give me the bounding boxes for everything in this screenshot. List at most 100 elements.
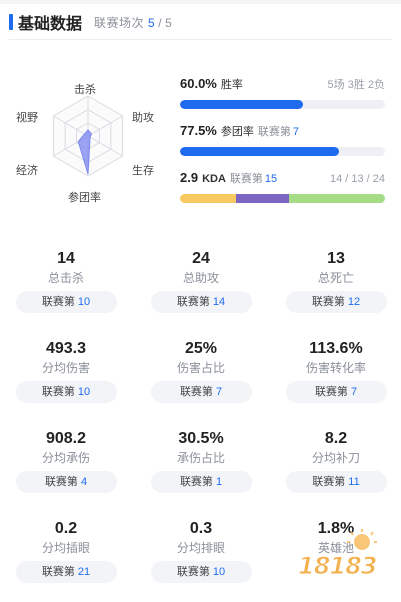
league-rank-badge: 联赛第 1 [150,471,252,493]
stat-name: 总击杀 [47,271,84,285]
kda-kills-segment [180,194,237,203]
kda-deaths-segment [236,194,289,203]
league-rank-badge: 联赛第 10 [15,381,117,403]
stat-card-wards-placed: 0.2 分均插眼联赛第 21 [14,519,118,583]
stat-card-dmg-share: 25% 伤害占比联赛第 7 [149,339,253,403]
radar-label-economy: 经济 [16,165,38,177]
stat-name: 分均排眼 [176,541,225,555]
participation-rank: 联赛第 7 [258,123,299,139]
radar-spoke [87,135,123,157]
kda-rank-number: 15 [264,173,278,185]
league-rank-badge: 联赛第 21 [15,561,117,583]
league-rank-label: 联赛第 [179,476,213,488]
league-rank-number: 10 [77,386,91,398]
stat-card-taken-per-min: 908.2 分均承伤联赛第 4 [14,429,118,493]
participation-bar-fill [180,147,339,156]
stat-value: 8.2 [324,430,348,447]
league-rank-badge: 联赛第 11 [285,471,387,493]
stat-value: 908.2 [45,430,87,447]
stat-card-hero-pool: 1.8%英雄池联赛第— [284,519,388,583]
stat-value: 493.3 [45,340,87,357]
league-rank-number: 7 [215,386,223,398]
stat-card-deaths: 13 总死亡联赛第 12 [284,249,388,313]
radar-label-participation: 参团率 [68,192,101,204]
stat-name: 英雄池 [317,541,354,555]
match-count: 联赛场次 5/5 [94,14,172,31]
league-rank-label: 联赛第 [44,476,78,488]
kda-stat: 2.9 KDA 联赛第 15 14 / 13 / 24 [180,170,385,203]
league-rank-number: 1 [215,476,223,488]
stat-name: 承伤占比 [176,451,225,465]
stat-card-dmg-conversion: 113.6% 伤害转化率 联赛第 7 [284,339,388,403]
participation-label: 参团率 [220,126,254,138]
league-rank-badge: 联赛第 14 [150,291,252,313]
league-rank-label: 联赛第 [179,386,213,398]
radar-spoke [53,115,89,137]
radar-label-vision: 视野 [16,112,38,124]
kda-label: KDA [202,173,226,185]
league-rank-label: 联赛第 [41,296,75,308]
league-rank-badge: 联赛第 7 [285,381,387,403]
stat-value: 0.2 [54,520,78,537]
participation-bar [180,147,385,156]
league-rank-number: 7 [350,386,358,398]
kda-breakdown: 14 / 13 / 24 [329,173,385,185]
league-rank-badge: 联赛第 7 [150,381,252,403]
stat-value: 25% [184,340,218,357]
match-count-total: 5 [165,15,173,30]
league-rank-badge: 联赛第 4 [15,471,117,493]
league-rank-number: 12 [347,296,361,308]
participation-value: 77.5% [180,123,217,138]
radar-data-area [77,129,93,175]
stat-value: 1.8% [317,520,355,537]
league-rank-label: 联赛第 [176,296,210,308]
stat-card-kills: 14 总击杀联赛第 10 [14,249,118,313]
participation-stat: 77.5% 参团率 联赛第 7 [180,123,385,156]
top-strip [0,0,401,4]
league-rank-badge: 联赛第 12 [285,291,387,313]
stat-name: 伤害占比 [176,361,225,375]
winrate-label: 胜率 [220,79,243,91]
winrate-record: 5场 3胜 2负 [327,79,385,91]
participation-rank-number: 7 [292,126,299,138]
stat-name: 分均伤害 [41,361,90,375]
site-watermark: 18183 [296,528,388,588]
league-rank-label: 联赛第 [311,296,345,308]
league-rank-number: 10 [77,296,91,308]
radar-label-assists: 助攻 [132,112,154,124]
section-header: 基础数据 联赛场次 5/5 [0,8,401,36]
radar-label-survival: 生存 [132,165,154,177]
radar-chart [52,95,124,177]
stat-value: 14 [57,250,75,267]
stat-name: 总死亡 [317,271,354,285]
sun-icon [347,529,377,550]
league-rank-label: 联赛第 [41,566,75,578]
stat-card-assists: 24 总助攻 联赛第 14 [149,249,253,313]
league-rank-label: 联赛第 [314,386,348,398]
radar-spoke [87,115,123,137]
stat-value: 30.5% [178,430,224,447]
stat-name: 分均承伤 [41,451,90,465]
kda-value: 2.9 [180,170,199,185]
kda-rank: 联赛第 15 [230,170,277,186]
winrate-value: 60.0% [180,76,217,91]
league-rank-badge: 联赛第 10 [15,291,117,313]
kda-rank-label: 联赛第 [229,173,263,185]
match-count-label: 联赛场次 [94,15,145,30]
stat-card-taken-share: 30.5% 承伤占比联赛第 1 [149,429,253,493]
stat-card-cs-per-min: 8.2 分均补刀 联赛第 11 [284,429,388,493]
league-rank-badge: 联赛第 10 [150,561,252,583]
kda-bar [180,194,385,203]
watermark-text: 18183 [298,552,378,581]
participation-rank-label: 联赛第 [257,126,291,138]
winrate-stat: 60.0% 胜率 5场 3胜 2负 [180,76,385,109]
stat-value: 0.3 [189,520,213,537]
league-rank-label: 联赛第 [41,386,75,398]
header-divider [9,39,392,40]
stat-value: 13 [327,250,345,267]
league-rank-label: 联赛第 [312,476,346,488]
winrate-bar [180,100,385,109]
stat-name: 分均插眼 [41,541,90,555]
kda-assists-segment [288,194,385,203]
stat-name: 伤害转化率 [305,361,366,375]
